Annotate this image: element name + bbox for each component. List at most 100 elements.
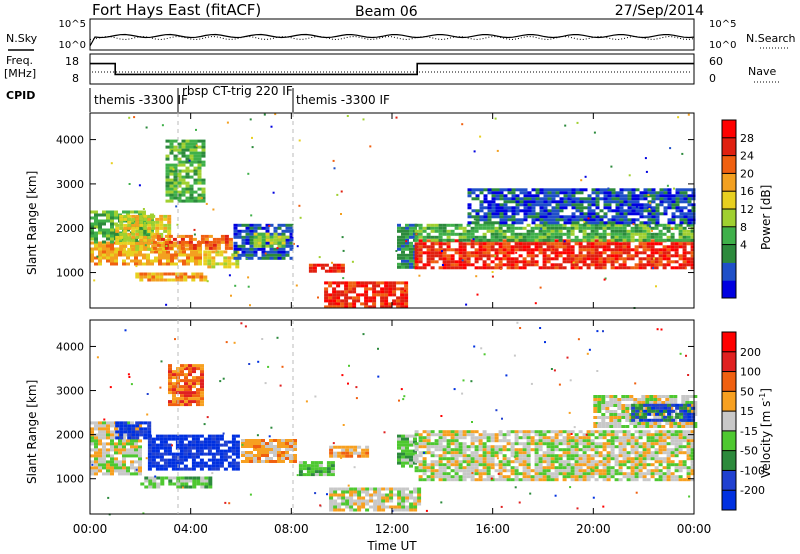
heatmap-cell	[534, 475, 539, 479]
heatmap-cell	[189, 187, 194, 191]
heatmap-cell	[211, 464, 216, 468]
heatmap-cell	[289, 256, 294, 260]
heatmap-cell	[486, 245, 491, 249]
heatmap-cell	[554, 266, 559, 270]
heatmap-cell	[634, 451, 639, 455]
heatmap-cell	[550, 226, 555, 230]
heatmap-cell	[678, 445, 683, 449]
heatmap-cell	[388, 290, 393, 294]
heatmap-cell	[638, 463, 643, 467]
heatmap-cell	[466, 430, 471, 434]
heatmap-cell	[151, 446, 156, 450]
heatmap-cell	[579, 191, 584, 195]
heatmap-cell	[627, 200, 632, 204]
heatmap-cell	[176, 388, 180, 392]
heatmap-cell	[586, 232, 591, 236]
scatter-speck	[441, 264, 444, 266]
heatmap-cell	[184, 243, 189, 247]
heatmap-cell	[637, 425, 642, 428]
heatmap-cell	[430, 460, 435, 464]
heatmap-cell	[594, 260, 599, 264]
heatmap-cell	[667, 218, 672, 222]
heatmap-cell	[345, 454, 350, 458]
heatmap-cell	[172, 400, 176, 404]
scatter-speck	[649, 202, 652, 205]
heatmap-cell	[277, 253, 282, 257]
heatmap-cell	[582, 433, 587, 437]
heatmap-cell	[426, 248, 431, 252]
heatmap-cell	[106, 454, 110, 458]
heatmap-cell	[426, 448, 431, 452]
heatmap-cell	[131, 247, 136, 251]
heatmap-cell	[178, 250, 182, 254]
heatmap-cell	[546, 248, 551, 252]
heatmap-cell	[666, 457, 671, 461]
heatmap-cell	[655, 212, 660, 216]
heatmap-cell	[531, 194, 536, 198]
heatmap-cell	[332, 302, 337, 306]
heatmap-cell	[231, 253, 236, 257]
heatmap-cell	[690, 430, 695, 434]
heatmap-cell	[134, 250, 138, 254]
heatmap-cell	[106, 244, 110, 248]
heatmap-cell	[502, 475, 507, 479]
heatmap-cell	[675, 206, 680, 210]
heatmap-cell	[199, 449, 204, 453]
heatmap-cell	[527, 200, 532, 204]
heatmap-cell	[400, 293, 405, 297]
heatmap-cell	[621, 395, 626, 398]
heatmap-cell	[94, 247, 98, 251]
heatmap-cell	[426, 235, 431, 239]
colorbar-swatch	[722, 191, 736, 210]
heatmap-cell	[666, 430, 671, 434]
heatmap-cell	[384, 302, 389, 306]
heatmap-cell	[586, 460, 591, 464]
heatmap-cell	[193, 181, 198, 185]
heatmap-cell	[646, 254, 651, 258]
heatmap-cell	[542, 430, 547, 434]
heatmap-cell	[590, 242, 595, 246]
heatmap-cell	[649, 413, 654, 416]
heatmap-cell	[196, 479, 201, 483]
heatmap-cell	[458, 442, 463, 446]
heatmap-cell	[538, 266, 543, 270]
heatmap-cell	[458, 263, 463, 267]
heatmap-cell	[671, 215, 676, 219]
heatmap-cell	[426, 436, 431, 440]
heatmap-cell	[204, 246, 209, 250]
heatmap-cell	[597, 425, 602, 428]
heatmap-cell	[670, 266, 675, 270]
heatmap-cell	[422, 457, 427, 461]
heatmap-cell	[610, 254, 615, 258]
heatmap-cell	[602, 260, 607, 264]
scatter-speck	[649, 225, 652, 228]
heatmap-cell	[131, 430, 136, 434]
heatmap-cell	[486, 472, 491, 476]
heatmap-cell	[674, 439, 679, 443]
heatmap-cell	[646, 472, 651, 476]
heatmap-cell	[191, 467, 196, 471]
heatmap-cell	[510, 248, 515, 252]
heatmap-cell	[687, 212, 692, 216]
heatmap-cell	[245, 226, 250, 230]
heatmap-cell	[231, 437, 236, 441]
heatmap-cell	[326, 467, 331, 471]
heatmap-cell	[200, 400, 204, 404]
heatmap-cell	[598, 463, 603, 467]
heatmap-cell	[567, 203, 572, 207]
heatmap-cell	[235, 434, 240, 438]
heatmap-cell	[546, 430, 551, 434]
heatmap-cell	[682, 242, 687, 246]
heatmap-cell	[566, 469, 571, 473]
heatmap-cell	[558, 430, 563, 434]
heatmap-cell	[446, 466, 451, 470]
scatter-speck	[295, 284, 298, 287]
heatmap-cell	[181, 175, 186, 179]
heatmap-cell	[269, 232, 274, 236]
heatmap-cell	[686, 442, 691, 446]
heatmap-cell	[277, 460, 281, 463]
heatmap-cell	[253, 238, 258, 242]
heatmap-cell	[519, 218, 524, 222]
heatmap-cell	[167, 220, 172, 224]
heatmap-cell	[193, 169, 198, 173]
